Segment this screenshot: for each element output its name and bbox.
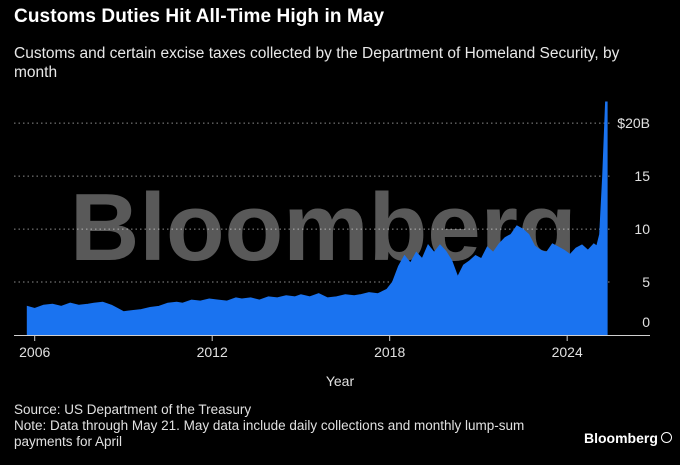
brand-mark-icon	[660, 432, 672, 443]
series-area-path	[26, 101, 608, 336]
x-tick-label: 2024	[552, 344, 583, 360]
y-tick-label: $20B	[617, 115, 650, 131]
x-tick-label: 2006	[19, 344, 50, 360]
y-tick-labels: 0 5 10 15 $20B	[617, 115, 650, 330]
x-tick-label: 2018	[374, 344, 405, 360]
chart-subtitle: Customs and certain excise taxes collect…	[14, 45, 620, 81]
chart-title: Customs Duties Hit All-Time High in May	[14, 6, 385, 27]
x-tick-labels: 2006 2012 2018 2024	[19, 335, 583, 360]
y-tick-label: 15	[634, 168, 650, 184]
y-tick-label: 0	[642, 314, 650, 330]
series-area	[26, 101, 608, 336]
brand-logo: Bloomberg	[584, 430, 672, 446]
source-note: Source: US Department of the Treasury	[14, 402, 252, 417]
footer: Source: US Department of the Treasury No…	[14, 402, 574, 450]
x-tick-label: 2012	[197, 344, 228, 360]
x-axis-label: Year	[326, 373, 355, 389]
gridlines	[14, 122, 612, 283]
data-note: Note: Data through May 21. May data incl…	[14, 418, 525, 449]
brand-text: Bloomberg	[584, 430, 658, 446]
y-tick-label: 10	[634, 221, 650, 237]
y-tick-label: 5	[642, 274, 650, 290]
